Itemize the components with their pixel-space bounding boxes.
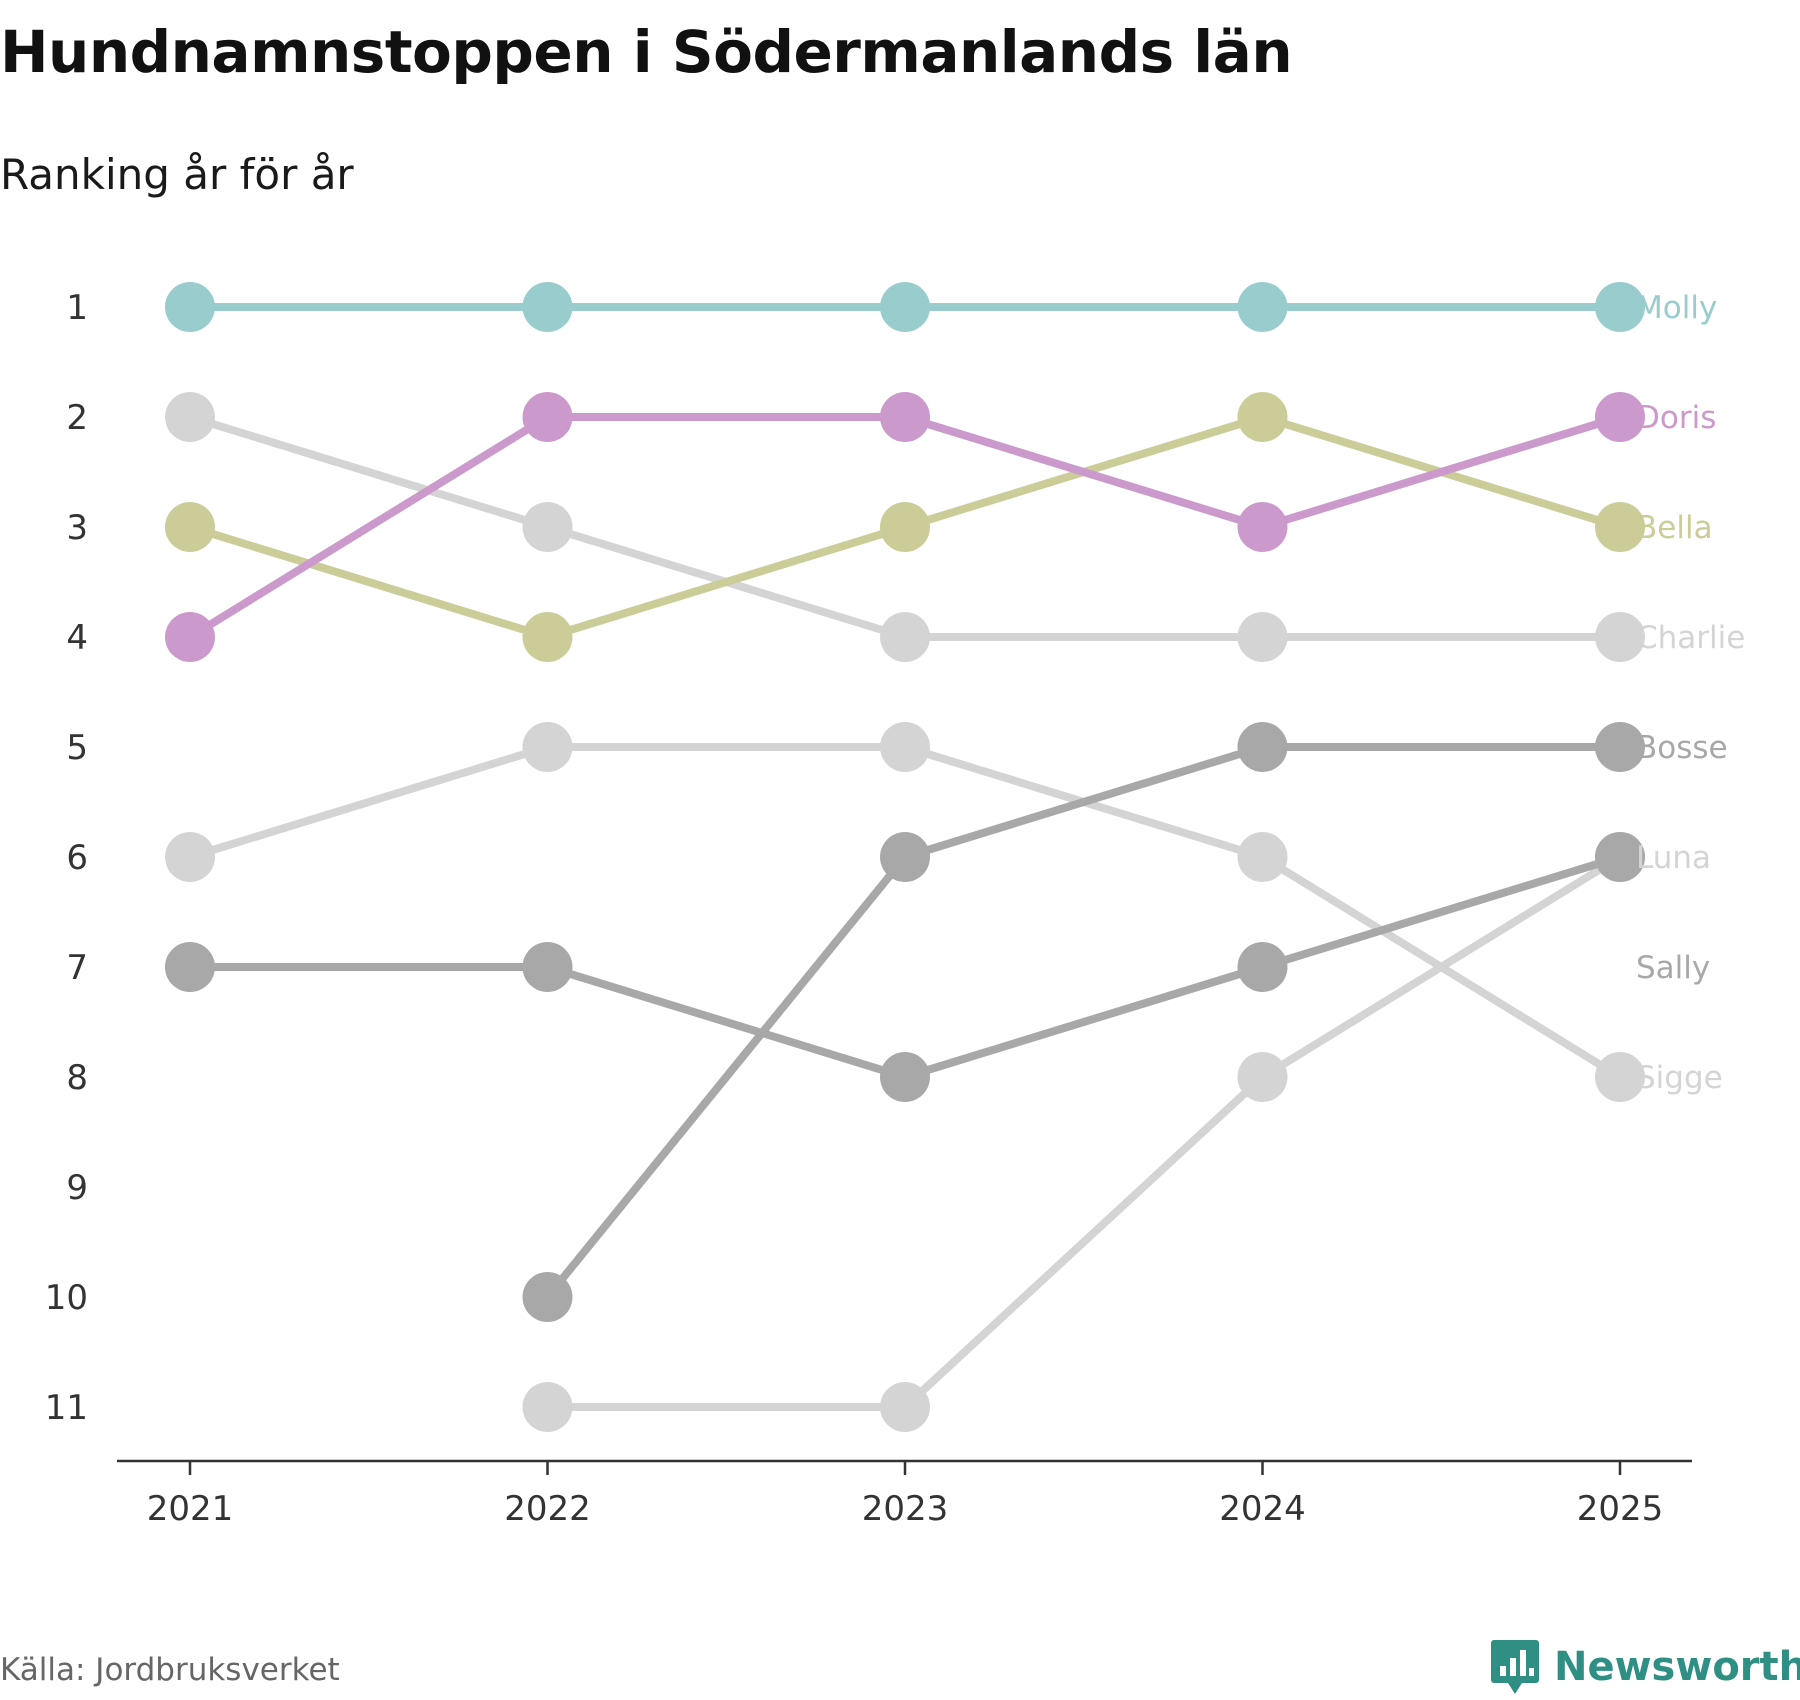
point-molly bbox=[1595, 282, 1645, 332]
x-tick-label: 2022 bbox=[504, 1489, 591, 1529]
point-luna bbox=[165, 832, 215, 882]
point-bella bbox=[880, 502, 930, 552]
point-bosse bbox=[880, 832, 930, 882]
chart-speech-bubble-icon bbox=[1491, 1640, 1539, 1694]
point-sally bbox=[880, 1052, 930, 1102]
series-label-bosse: Bosse bbox=[1636, 730, 1728, 766]
point-molly bbox=[165, 282, 215, 332]
series-label-sally: Sally bbox=[1636, 950, 1710, 986]
bump-chart: 1 2 3 4 5 6 7 8 9 10 11 2021 2022 2023 2024 2025 Charlie… bbox=[45, 282, 1745, 1529]
point-sally bbox=[165, 942, 215, 992]
point-sally bbox=[1595, 832, 1645, 882]
brand-logo[interactable]: Newsworthy bbox=[1490, 1638, 1800, 1696]
point-doris bbox=[165, 612, 215, 662]
point-bosse bbox=[1237, 722, 1288, 772]
point-bella bbox=[165, 502, 215, 552]
source-note: Källa: Jordbruksverket bbox=[0, 1652, 340, 1688]
series-label-luna: Luna bbox=[1636, 840, 1711, 876]
point-sally bbox=[1237, 942, 1288, 992]
y-tick-label: 8 bbox=[66, 1058, 88, 1098]
brand-name: Newsworthy bbox=[1554, 1644, 1800, 1690]
series-label-sigge: Sigge bbox=[1636, 1060, 1723, 1096]
point-bella bbox=[522, 612, 573, 662]
chart-subtitle: Ranking år för år bbox=[0, 150, 354, 199]
x-tick-label: 2023 bbox=[862, 1489, 949, 1529]
series-line-bosse bbox=[543, 743, 1624, 1301]
point-charlie bbox=[165, 392, 215, 442]
x-tick-label: 2024 bbox=[1219, 1489, 1306, 1529]
point-doris bbox=[1237, 502, 1288, 552]
series-line-luna bbox=[186, 743, 1624, 1081]
y-tick-label: 4 bbox=[66, 618, 88, 658]
y-tick-label: 2 bbox=[66, 398, 88, 438]
point-charlie bbox=[522, 502, 573, 552]
point-charlie bbox=[880, 612, 930, 662]
point-bosse bbox=[522, 1272, 573, 1322]
point-charlie bbox=[1237, 612, 1288, 662]
point-molly bbox=[1237, 282, 1288, 332]
series-label-bella: Bella bbox=[1636, 510, 1713, 546]
series-label-molly: Molly bbox=[1636, 290, 1717, 326]
series-label-charlie: Charlie bbox=[1636, 620, 1745, 656]
x-tick-label: 2021 bbox=[147, 1489, 234, 1529]
chart-title: Hundnamnstoppen i Södermanlands län bbox=[0, 18, 1293, 86]
y-tick-label: 11 bbox=[45, 1388, 88, 1428]
y-tick-label: 10 bbox=[45, 1278, 88, 1318]
point-luna bbox=[1237, 832, 1288, 882]
series-line-sigge bbox=[543, 853, 1624, 1411]
y-tick-label: 5 bbox=[66, 728, 88, 768]
point-charlie bbox=[1595, 612, 1645, 662]
y-tick-label: 6 bbox=[66, 838, 88, 878]
point-molly bbox=[522, 282, 573, 332]
point-sigge bbox=[1237, 1052, 1288, 1102]
point-molly bbox=[880, 282, 930, 332]
point-sigge bbox=[522, 1382, 573, 1432]
point-bella bbox=[1595, 502, 1645, 552]
point-sigge bbox=[880, 1382, 930, 1432]
y-tick-label: 1 bbox=[66, 288, 88, 328]
y-tick-label: 9 bbox=[66, 1168, 88, 1208]
point-luna bbox=[1595, 1052, 1645, 1102]
point-doris bbox=[522, 392, 573, 442]
point-doris bbox=[880, 392, 930, 442]
point-doris bbox=[1595, 392, 1645, 442]
point-bosse bbox=[1595, 722, 1645, 772]
y-tick-label: 7 bbox=[66, 948, 88, 988]
point-sally bbox=[522, 942, 573, 992]
point-luna bbox=[522, 722, 573, 772]
series-line-sally bbox=[186, 853, 1624, 1081]
series-label-doris: Doris bbox=[1636, 400, 1716, 436]
x-tick-label: 2025 bbox=[1577, 1489, 1664, 1529]
y-tick-label: 3 bbox=[66, 508, 88, 548]
point-luna bbox=[880, 722, 930, 772]
point-bella bbox=[1237, 392, 1288, 442]
